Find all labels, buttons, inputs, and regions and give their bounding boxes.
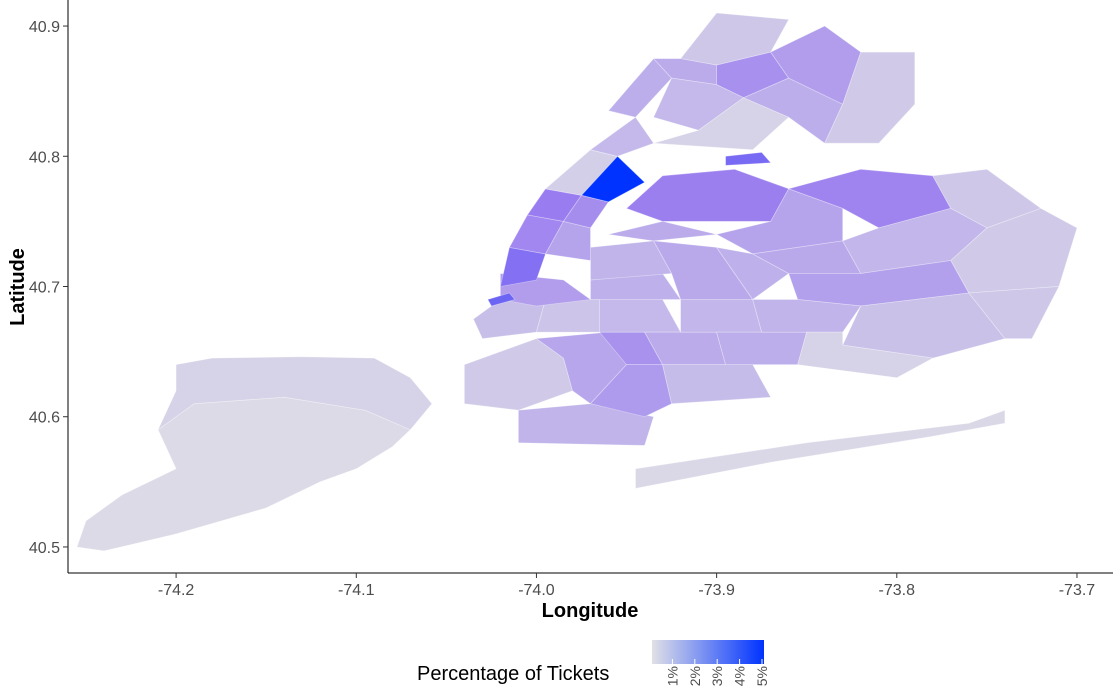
x-axis-ticks: -74.2 -74.1 -74.0 -73.9 -73.8 -73.7	[158, 573, 1095, 599]
region-midwood	[589, 364, 673, 418]
y-tick-label: 40.6	[29, 410, 60, 427]
y-tick-label: 40.5	[29, 540, 60, 557]
x-tick-label: -73.9	[698, 582, 735, 599]
region-bushwick	[652, 240, 754, 300]
legend-tick-label: 1%	[664, 666, 680, 686]
region-east-new-york	[716, 331, 808, 366]
region-rosedale	[968, 286, 1060, 340]
region-jfk-area	[842, 292, 1006, 359]
region-bronx-riverdale	[679, 12, 790, 66]
region-rikers-island	[725, 151, 772, 166]
map-regions	[76, 12, 1078, 552]
region-crown-heights	[599, 299, 682, 333]
legend-colorbar	[652, 640, 764, 664]
y-axis-title: Latitude	[7, 248, 29, 326]
region-bronx-pelham	[770, 25, 862, 105]
region-howard-beach	[797, 331, 935, 379]
y-tick-label: 40.8	[29, 149, 60, 166]
x-tick-label: -74.0	[518, 582, 555, 599]
legend-tick-label: 3%	[709, 666, 725, 686]
y-tick-label: 40.7	[29, 280, 60, 297]
region-governors-island	[487, 292, 516, 307]
region-upper-east-side	[580, 155, 646, 203]
legend-ticks: 1% 2% 3% 4% 5%	[664, 659, 770, 686]
legend-title: Percentage of Tickets	[417, 663, 609, 685]
region-bronx-east	[824, 51, 916, 144]
region-staten-island-south	[76, 396, 412, 552]
x-tick-label: -74.2	[158, 582, 195, 599]
region-long-island-city	[608, 220, 717, 242]
region-rockaway	[635, 409, 1006, 489]
region-brownsville	[680, 299, 763, 333]
x-tick-label: -73.7	[1059, 582, 1096, 599]
region-staten-island-north	[157, 356, 433, 431]
x-tick-label: -74.1	[338, 582, 375, 599]
legend: Percentage of Tickets 1% 2% 3% 4% 5%	[417, 640, 770, 686]
region-harlem	[589, 116, 655, 157]
y-tick-label: 40.9	[29, 19, 60, 36]
x-axis-title: Longitude	[542, 600, 639, 622]
region-canarsie	[662, 364, 772, 405]
x-tick-label: -73.8	[879, 582, 916, 599]
legend-tick-label: 4%	[732, 666, 748, 686]
y-axis-ticks: 40.5 40.6 40.7 40.8 40.9	[29, 19, 68, 557]
legend-tick-label: 5%	[754, 666, 770, 686]
region-ozone-park	[752, 299, 862, 333]
region-astoria	[625, 168, 790, 222]
legend-tick-label: 2%	[687, 666, 703, 686]
